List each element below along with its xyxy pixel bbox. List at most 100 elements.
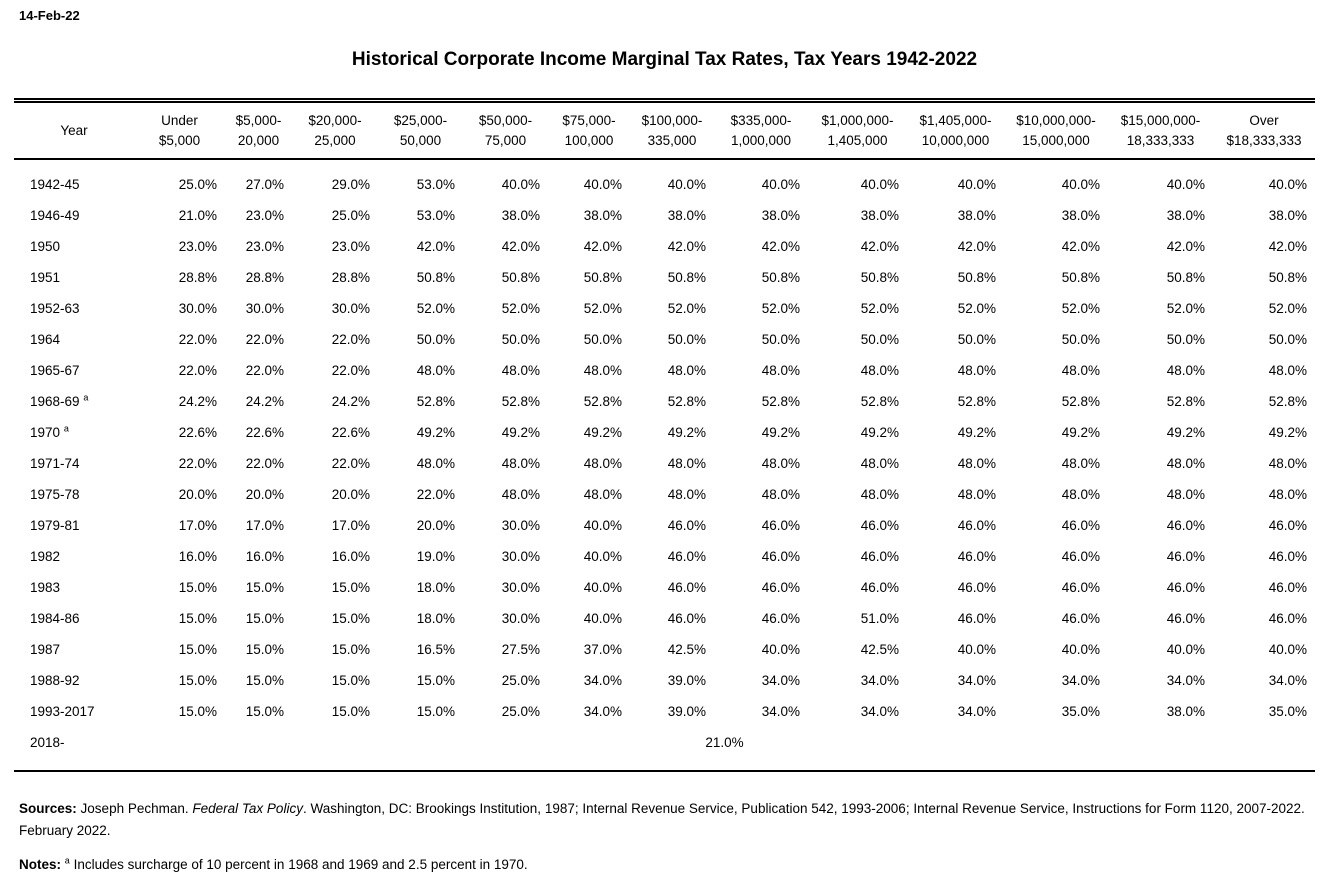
rate-cell: 49.2% bbox=[1268, 425, 1307, 441]
rate-cell: 42.0% bbox=[583, 239, 622, 255]
rate-cell: 51.0% bbox=[860, 611, 899, 627]
column-header-bracket: $1,405,000- 10,000,000 bbox=[907, 100, 1004, 161]
rate-cell: 48.0% bbox=[1268, 456, 1307, 472]
rate-cell: 46.0% bbox=[860, 518, 899, 534]
rate-cell: 52.8% bbox=[416, 394, 455, 410]
rate-cell: 40.0% bbox=[1166, 177, 1205, 193]
table-row: 1968-69 a 24.2% 24.2% 24.2% 52.8% 52.8% 52.8% 5… bbox=[14, 386, 1315, 417]
column-header-bracket: Under $5,000 bbox=[134, 100, 225, 161]
rate-cell: 48.0% bbox=[501, 487, 540, 503]
rate-cell: 48.0% bbox=[583, 456, 622, 472]
rate-cell: 50.0% bbox=[860, 332, 899, 348]
rate-cell: 22.6% bbox=[178, 425, 217, 441]
rate-cell: 16.0% bbox=[245, 549, 284, 565]
year-cell: 1983 bbox=[30, 580, 61, 596]
rate-cell: 46.0% bbox=[1061, 580, 1100, 596]
column-header-bracket: $50,000- 75,000 bbox=[463, 100, 548, 161]
rate-cell: 24.2% bbox=[331, 394, 370, 410]
rate-cell: 49.2% bbox=[667, 425, 706, 441]
rate-cell: 38.0% bbox=[761, 208, 800, 224]
sources-text-2: . Washington, DC: Brookings Institution,… bbox=[19, 801, 1305, 838]
rate-cell: 48.0% bbox=[1061, 487, 1100, 503]
year-cell: 1984-86 bbox=[30, 611, 80, 627]
rate-cell: 52.8% bbox=[761, 394, 800, 410]
rate-cell: 49.2% bbox=[501, 425, 540, 441]
rate-cell: 46.0% bbox=[1268, 518, 1307, 534]
rate-cell: 40.0% bbox=[667, 177, 706, 193]
rate-cell: 30.0% bbox=[178, 301, 217, 317]
rate-cell: 40.0% bbox=[1268, 177, 1307, 193]
rate-cell-merged: 21.0% bbox=[705, 735, 744, 751]
rate-cell: 50.8% bbox=[667, 270, 706, 286]
rate-cell: 38.0% bbox=[667, 208, 706, 224]
rate-cell: 25.0% bbox=[501, 704, 540, 720]
rate-cell: 35.0% bbox=[1268, 704, 1307, 720]
column-header-bracket: Over $18,333,333 bbox=[1213, 100, 1315, 161]
table-row: 1984-86 15.0% 15.0% 15.0% 18.0% 30.0% 40.0% 46.… bbox=[14, 603, 1315, 634]
year-cell: 1988-92 bbox=[30, 673, 80, 689]
rate-cell: 22.0% bbox=[331, 456, 370, 472]
rate-cell: 46.0% bbox=[1166, 580, 1205, 596]
rate-cell: 25.0% bbox=[178, 177, 217, 193]
rate-cell: 17.0% bbox=[178, 518, 217, 534]
rate-cell: 17.0% bbox=[331, 518, 370, 534]
year-cell: 2018- bbox=[30, 735, 65, 751]
header-row: Year Under $5,000 $5,000- 20,000 $20,000- … bbox=[14, 100, 1315, 161]
rate-cell: 15.0% bbox=[178, 673, 217, 689]
rate-cell: 50.8% bbox=[501, 270, 540, 286]
rate-cell: 18.0% bbox=[416, 580, 455, 596]
rate-cell: 19.0% bbox=[416, 549, 455, 565]
rate-cell: 50.0% bbox=[1061, 332, 1100, 348]
table-body: 1942-45 25.0% 27.0% 29.0% 53.0% 40.0% 40.0% 40.… bbox=[14, 159, 1315, 771]
column-header-bracket: $5,000- 20,000 bbox=[225, 100, 292, 161]
rate-cell: 50.0% bbox=[501, 332, 540, 348]
rate-cell: 22.6% bbox=[245, 425, 284, 441]
rate-cell: 40.0% bbox=[957, 642, 996, 658]
rate-cell: 50.8% bbox=[1268, 270, 1307, 286]
report-date: 14-Feb-22 bbox=[19, 8, 80, 23]
rate-cell: 23.0% bbox=[178, 239, 217, 255]
rate-cell: 52.0% bbox=[1061, 301, 1100, 317]
year-cell: 1968-69 a bbox=[30, 392, 89, 410]
rate-cell: 46.0% bbox=[957, 549, 996, 565]
notes-label: Notes: bbox=[19, 857, 62, 873]
rate-cell: 46.0% bbox=[860, 549, 899, 565]
rate-cell: 42.0% bbox=[1061, 239, 1100, 255]
rate-cell: 49.2% bbox=[860, 425, 899, 441]
rate-cell: 52.8% bbox=[1166, 394, 1205, 410]
rate-cell: 46.0% bbox=[1166, 611, 1205, 627]
rate-cell: 48.0% bbox=[667, 456, 706, 472]
rate-cell: 48.0% bbox=[860, 363, 899, 379]
rate-cell: 39.0% bbox=[667, 704, 706, 720]
rate-cell: 24.2% bbox=[178, 394, 217, 410]
column-header-bracket: $335,000- 1,000,000 bbox=[714, 100, 808, 161]
rate-cell: 48.0% bbox=[1166, 456, 1205, 472]
rate-cell: 52.0% bbox=[957, 301, 996, 317]
rate-cell: 46.0% bbox=[667, 611, 706, 627]
year-cell: 1952-63 bbox=[30, 301, 80, 317]
rate-cell: 34.0% bbox=[583, 704, 622, 720]
rate-cell: 49.2% bbox=[761, 425, 800, 441]
rate-cell: 22.0% bbox=[331, 332, 370, 348]
column-header-bracket: $100,000- 335,000 bbox=[630, 100, 714, 161]
rate-cell: 15.0% bbox=[245, 704, 284, 720]
rate-cell: 23.0% bbox=[331, 239, 370, 255]
rate-cell: 46.0% bbox=[1268, 611, 1307, 627]
rate-cell: 15.0% bbox=[245, 642, 284, 658]
rate-cell: 34.0% bbox=[761, 704, 800, 720]
table-row: 1970 a 22.6% 22.6% 22.6% 49.2% 49.2% 49.2% 49.2… bbox=[14, 417, 1315, 448]
rate-cell: 22.0% bbox=[416, 487, 455, 503]
rate-cell: 34.0% bbox=[1268, 673, 1307, 689]
rate-cell: 38.0% bbox=[957, 208, 996, 224]
rate-cell: 48.0% bbox=[957, 456, 996, 472]
rate-cell: 30.0% bbox=[501, 611, 540, 627]
rate-cell: 30.0% bbox=[501, 580, 540, 596]
rate-cell: 49.2% bbox=[583, 425, 622, 441]
rate-cell: 34.0% bbox=[1166, 673, 1205, 689]
rate-cell: 42.0% bbox=[1268, 239, 1307, 255]
year-cell: 1987 bbox=[30, 642, 61, 658]
rate-cell: 50.8% bbox=[957, 270, 996, 286]
year-cell: 1970 a bbox=[30, 423, 69, 441]
rate-cell: 15.0% bbox=[245, 611, 284, 627]
rate-cell: 22.0% bbox=[245, 363, 284, 379]
